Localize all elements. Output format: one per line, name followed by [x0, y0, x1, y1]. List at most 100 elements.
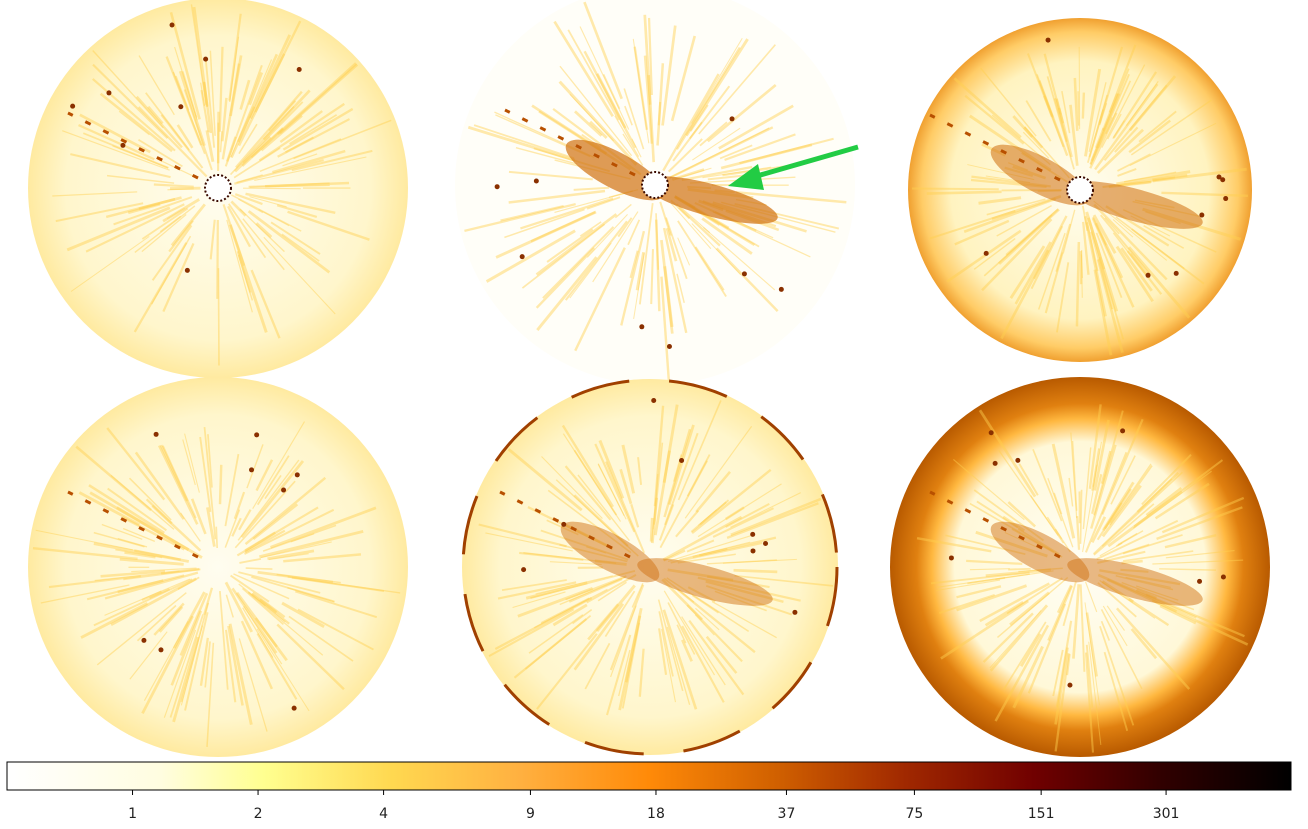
streak — [647, 75, 655, 163]
spike — [67, 111, 199, 180]
streak — [967, 577, 1006, 585]
streak — [697, 576, 801, 602]
streak — [638, 203, 654, 305]
streak — [92, 78, 176, 152]
streak — [203, 587, 214, 616]
streak — [226, 219, 253, 313]
streak — [739, 137, 834, 165]
streak — [1093, 419, 1110, 491]
streak — [260, 541, 332, 559]
streak — [200, 89, 210, 133]
streak — [151, 504, 202, 552]
streak — [262, 524, 337, 552]
streak — [1098, 117, 1113, 149]
streak — [939, 594, 995, 614]
streak — [246, 444, 264, 489]
streak — [546, 228, 594, 263]
streak — [1084, 581, 1098, 613]
streak — [127, 202, 161, 215]
streak — [1115, 607, 1191, 690]
streak — [621, 622, 641, 709]
streak — [692, 536, 777, 559]
streak — [1126, 250, 1163, 295]
streak — [597, 463, 627, 520]
streak — [724, 133, 796, 161]
streak — [594, 443, 636, 533]
streak — [96, 592, 187, 666]
streak — [233, 491, 246, 520]
streak — [287, 576, 401, 594]
streak — [633, 253, 645, 320]
streak — [622, 133, 644, 166]
streak — [1053, 492, 1063, 515]
streak — [106, 427, 166, 501]
streak — [1133, 459, 1224, 528]
streak — [606, 634, 632, 716]
streak — [672, 85, 731, 162]
streak — [1082, 441, 1102, 553]
streak — [969, 502, 1055, 553]
streak — [48, 575, 141, 589]
streak — [658, 628, 668, 675]
streak — [248, 71, 264, 106]
streak — [222, 204, 246, 266]
streak — [473, 124, 575, 160]
streak — [1038, 80, 1069, 157]
streak — [663, 590, 716, 676]
streak — [656, 63, 665, 146]
streak — [151, 235, 192, 305]
streak — [227, 203, 267, 259]
streak — [1101, 93, 1119, 132]
streak — [1120, 568, 1149, 573]
spot — [120, 142, 126, 148]
streak — [92, 63, 169, 139]
spot — [1199, 212, 1205, 218]
streak — [667, 138, 703, 173]
streak — [278, 63, 359, 135]
streak — [540, 529, 629, 561]
streak — [1055, 223, 1072, 272]
streak — [172, 71, 206, 155]
streak — [244, 531, 276, 552]
streak — [991, 194, 1062, 221]
streak — [93, 542, 190, 563]
streak — [507, 448, 583, 512]
streak — [1043, 95, 1054, 118]
streak — [1128, 598, 1170, 627]
streak — [1093, 410, 1124, 516]
streak — [1082, 447, 1092, 530]
spot — [533, 178, 539, 184]
streak — [1096, 519, 1179, 560]
streak — [1082, 221, 1090, 275]
streak — [238, 583, 266, 607]
streak — [207, 434, 213, 488]
streak — [649, 517, 654, 542]
streak — [1145, 486, 1183, 517]
streak — [206, 642, 215, 748]
streak — [270, 506, 377, 549]
spike — [929, 113, 1061, 182]
streak — [521, 223, 606, 289]
streak — [244, 508, 335, 555]
streak — [122, 527, 156, 542]
streak — [698, 44, 776, 135]
streak — [1012, 115, 1034, 138]
streak — [281, 601, 325, 628]
streak — [145, 498, 173, 525]
streak — [1085, 211, 1119, 312]
streak — [240, 460, 305, 539]
streak — [1136, 471, 1180, 513]
streak — [989, 610, 1042, 669]
streak — [1100, 609, 1143, 690]
streak — [276, 62, 358, 136]
streak — [225, 594, 234, 618]
streak — [1089, 112, 1118, 169]
streak — [1075, 241, 1081, 327]
streak — [1075, 516, 1081, 550]
streak — [1105, 80, 1132, 135]
center-mask — [1066, 176, 1094, 204]
streak — [632, 38, 650, 144]
spot — [249, 467, 255, 473]
streak — [681, 639, 693, 662]
streak — [703, 226, 776, 291]
